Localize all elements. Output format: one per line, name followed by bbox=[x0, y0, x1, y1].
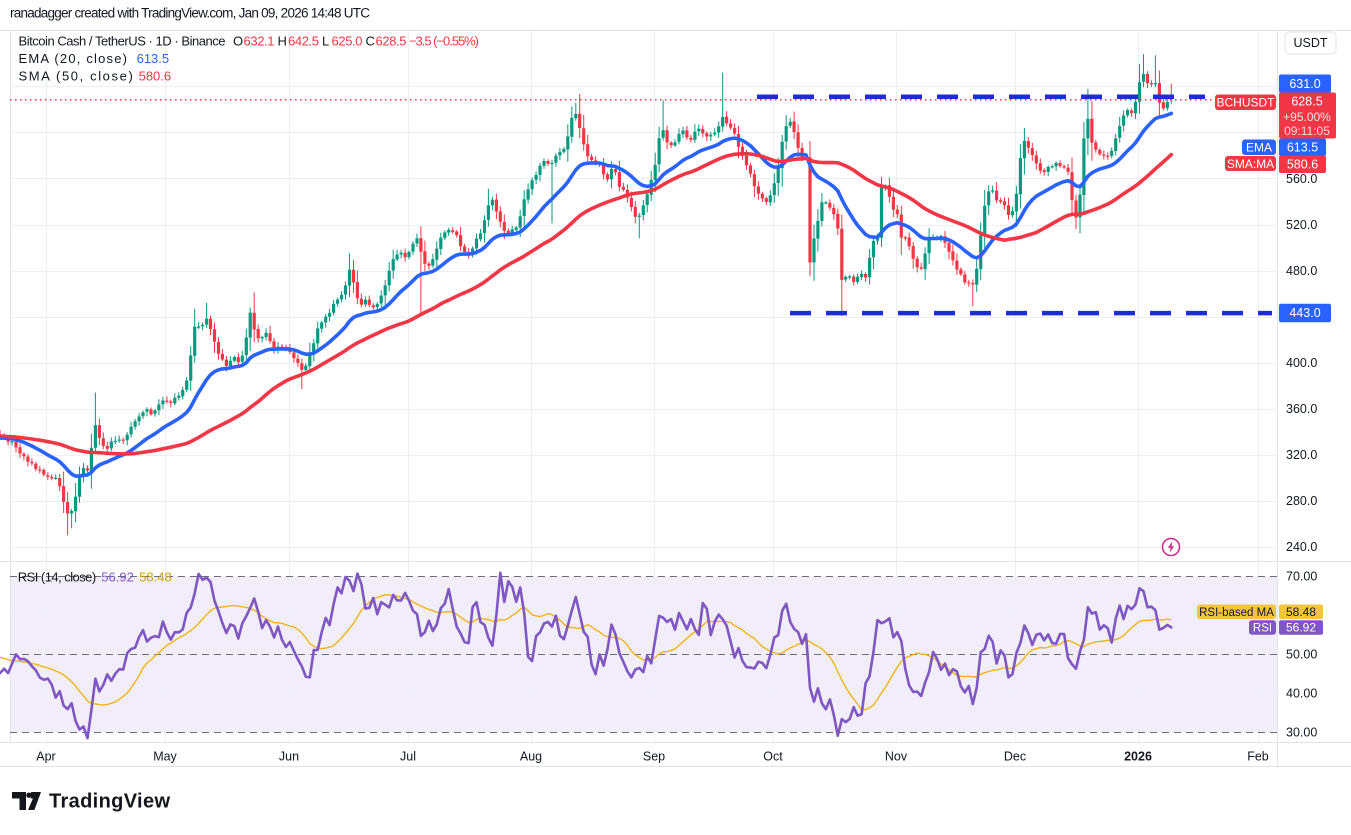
svg-text:280.0: 280.0 bbox=[1286, 494, 1317, 508]
svg-text:580.6: 580.6 bbox=[139, 68, 172, 83]
svg-text:631.0: 631.0 bbox=[1289, 77, 1320, 91]
svg-text:SMA:MA: SMA:MA bbox=[1227, 157, 1274, 171]
svg-text:Dec: Dec bbox=[1004, 750, 1026, 764]
svg-text:400.0: 400.0 bbox=[1286, 356, 1317, 370]
svg-text:EMA (20, close): EMA (20, close) bbox=[19, 51, 128, 66]
svg-text:Jul: Jul bbox=[400, 750, 416, 764]
svg-text:Feb: Feb bbox=[1247, 750, 1269, 764]
svg-text:Aug: Aug bbox=[520, 750, 542, 764]
svg-text:ranadagger created with Tradin: ranadagger created with TradingView.com,… bbox=[10, 6, 370, 21]
svg-text:613.5: 613.5 bbox=[137, 51, 170, 66]
svg-text:560.0: 560.0 bbox=[1286, 172, 1317, 186]
svg-text:Bitcoin Cash / TetherUS · 1D ·: Bitcoin Cash / TetherUS · 1D · Binance bbox=[19, 34, 226, 49]
svg-text:SMA (50, close): SMA (50, close) bbox=[19, 68, 133, 83]
svg-text:50.00: 50.00 bbox=[1286, 648, 1317, 662]
svg-text:Sep: Sep bbox=[643, 750, 665, 764]
svg-text:RSI-based MA: RSI-based MA bbox=[1199, 607, 1274, 619]
svg-text:580.6: 580.6 bbox=[1287, 158, 1318, 172]
svg-text:240.0: 240.0 bbox=[1286, 540, 1317, 554]
svg-text:58.48: 58.48 bbox=[1286, 605, 1316, 619]
svg-text:EMA: EMA bbox=[1246, 141, 1272, 155]
svg-text:TradingView: TradingView bbox=[49, 791, 170, 813]
svg-text:USDT: USDT bbox=[1293, 36, 1327, 50]
svg-text:2026: 2026 bbox=[1124, 750, 1152, 764]
svg-text:58.48: 58.48 bbox=[139, 570, 172, 585]
svg-text:56.92: 56.92 bbox=[1286, 621, 1316, 635]
svg-text:613.5: 613.5 bbox=[1287, 141, 1318, 155]
svg-text:70.00: 70.00 bbox=[1286, 570, 1317, 584]
svg-text:RSI: RSI bbox=[1253, 623, 1272, 635]
svg-text:520.0: 520.0 bbox=[1286, 218, 1317, 232]
svg-text:+95.00%: +95.00% bbox=[1283, 110, 1331, 124]
svg-text:320.0: 320.0 bbox=[1286, 448, 1317, 462]
svg-text:BCHUSDT: BCHUSDT bbox=[1216, 96, 1275, 110]
svg-text:628.5: 628.5 bbox=[1291, 95, 1322, 109]
svg-text:40.00: 40.00 bbox=[1286, 687, 1317, 701]
svg-text:30.00: 30.00 bbox=[1286, 726, 1317, 740]
svg-text:May: May bbox=[153, 750, 177, 764]
svg-text:56.92: 56.92 bbox=[101, 570, 134, 585]
svg-text:360.0: 360.0 bbox=[1286, 402, 1317, 416]
svg-text:443.0: 443.0 bbox=[1289, 306, 1320, 320]
svg-text:Nov: Nov bbox=[885, 750, 908, 764]
svg-text:Apr: Apr bbox=[36, 750, 55, 764]
svg-text:Jun: Jun bbox=[279, 750, 299, 764]
svg-text:09:11:05: 09:11:05 bbox=[1284, 124, 1330, 138]
svg-text:RSI (14, close): RSI (14, close) bbox=[18, 570, 96, 585]
svg-text:Oct: Oct bbox=[763, 750, 783, 764]
svg-text:480.0: 480.0 bbox=[1286, 264, 1317, 278]
